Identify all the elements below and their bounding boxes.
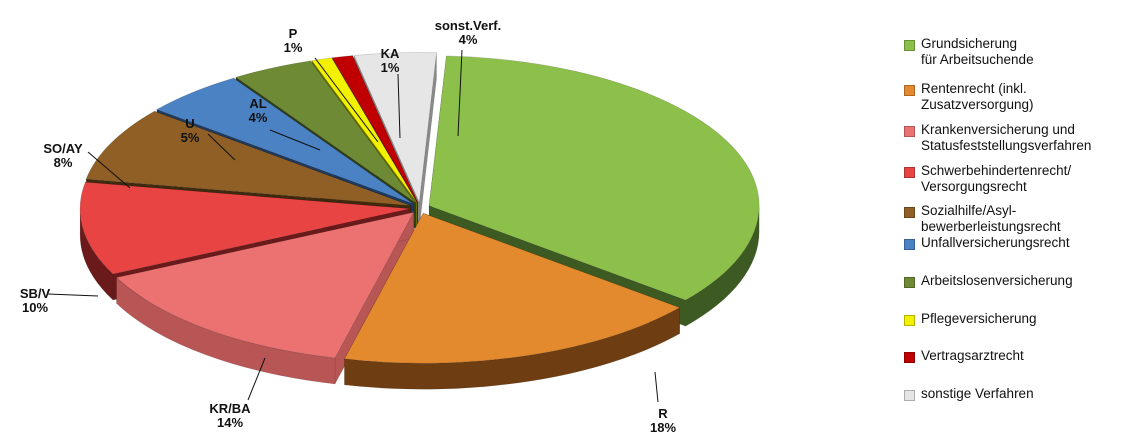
legend-label: sonstige Verfahren	[921, 386, 1034, 401]
slice-code-label: P	[289, 26, 298, 41]
slice-value-label: 4%	[459, 32, 478, 47]
legend-item: Schwerbehindertenrecht/ Versorgungsrecht	[904, 163, 1071, 195]
slice-value-label: 1%	[381, 60, 400, 75]
slice-code-label: SO/AY	[43, 141, 83, 156]
leader-line	[47, 293, 99, 297]
leader-line	[269, 129, 321, 151]
legend-item: Vertragsarztrecht	[904, 348, 1024, 364]
legend-item: sonstige Verfahren	[904, 386, 1034, 402]
leader-line	[247, 357, 266, 401]
legend-item: Arbeitslosenversicherung	[904, 273, 1073, 289]
legend-label: Sozialhilfe/Asyl- bewerberleistungsrecht	[921, 203, 1061, 234]
legend-swatch	[904, 239, 915, 250]
legend-swatch	[904, 40, 915, 51]
slice-code-label: KA	[381, 46, 400, 61]
legend-item: Rentenrecht (inkl. Zusatzversorgung)	[904, 81, 1034, 113]
legend-swatch	[904, 352, 915, 363]
slice-code-label: U	[185, 116, 194, 131]
leader-line	[397, 73, 401, 139]
slice-value-label: 10%	[22, 300, 48, 315]
pie-slice-r	[343, 212, 681, 390]
legend-item: Pflegeversicherung	[904, 311, 1037, 327]
leader-line	[457, 49, 463, 137]
legend-item: Unfallversicherungsrecht	[904, 235, 1070, 251]
slice-value-label: 5%	[181, 130, 200, 145]
slice-value-label: 1%	[284, 40, 303, 55]
legend-swatch	[904, 85, 915, 96]
legend-swatch	[904, 126, 915, 137]
legend-label: Arbeitslosenversicherung	[921, 273, 1073, 288]
pie-slice-kr-ba	[115, 211, 415, 385]
legend-label: Rentenrecht (inkl. Zusatzversorgung)	[921, 81, 1034, 112]
leader-line	[654, 371, 659, 403]
legend-label: Vertragsarztrecht	[921, 348, 1024, 363]
slice-code-label: SB/V	[20, 286, 51, 301]
legend-label: Grundsicherung für Arbeitsuchende	[921, 36, 1034, 67]
slice-value-label: 14%	[217, 415, 243, 430]
legend-swatch	[904, 315, 915, 326]
slice-code-label: KR/BA	[209, 401, 251, 416]
legend-item: Krankenversicherung und Statusfeststellu…	[904, 122, 1091, 154]
pie-chart: AS35%R18%KR/BA14%SB/V10%SO/AY8%U5%AL4%P1…	[20, 18, 760, 435]
leader-line	[207, 133, 236, 161]
slice-value-label: 8%	[54, 155, 73, 170]
slice-code-label: AL	[249, 96, 266, 111]
legend-swatch	[904, 277, 915, 288]
legend-swatch	[904, 207, 915, 218]
legend-label: Krankenversicherung und Statusfeststellu…	[921, 122, 1092, 153]
legend-label: Pflegeversicherung	[921, 311, 1037, 326]
legend-item: Grundsicherung für Arbeitsuchende	[904, 36, 1034, 68]
legend-swatch	[904, 390, 915, 401]
slice-code-label: sonst.Verf.	[435, 18, 501, 33]
slice-code-label: R	[658, 406, 668, 421]
legend-swatch	[904, 167, 915, 178]
slice-value-label: 18%	[650, 420, 676, 435]
legend-label: Schwerbehindertenrecht/ Versorgungsrecht	[921, 163, 1072, 194]
leader-line	[314, 57, 379, 143]
slice-value-label: 4%	[249, 110, 268, 125]
legend-label: Unfallversicherungsrecht	[921, 235, 1070, 250]
leader-line	[87, 151, 131, 189]
legend-item: Sozialhilfe/Asyl- bewerberleistungsrecht	[904, 203, 1061, 235]
